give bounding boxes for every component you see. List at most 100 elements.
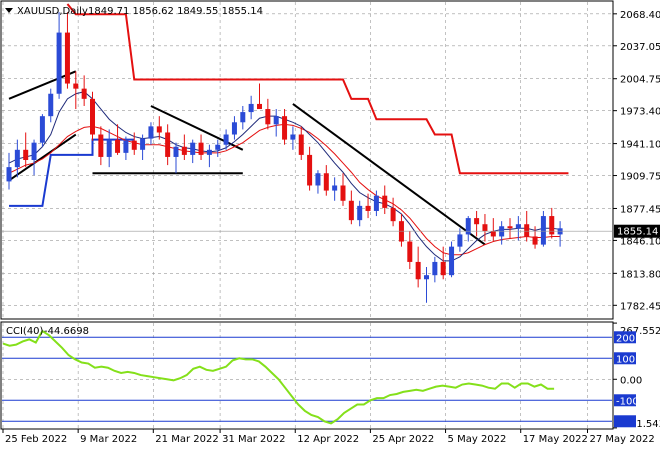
price-series (2, 3, 612, 303)
candle-body (340, 185, 346, 201)
price-pane (0, 0, 614, 320)
candle-body (282, 116, 288, 140)
candle-body (181, 146, 187, 155)
time-tick-label: 21 Mar 2022 (155, 434, 218, 445)
candle-body (332, 185, 338, 191)
time-tick-label: 25 Feb 2022 (5, 434, 67, 445)
candle-body (273, 116, 279, 125)
time-axis: 25 Feb 2022 9 Mar 2022 21 Mar 2022 31 Mar 2… (2, 429, 655, 445)
cci-value: -44.6698 (44, 326, 89, 337)
candle-body (123, 140, 129, 153)
symbol-label: XAUUSD,Daily (17, 6, 88, 17)
candle-body (115, 139, 121, 153)
candle-body (39, 116, 45, 143)
candle-body (365, 205, 371, 211)
candle-body (415, 261, 421, 280)
candle-body (390, 207, 396, 222)
candle-body (432, 261, 438, 276)
price-tick-label: 2037.05 (620, 42, 660, 53)
cci-label: CCI(40) (6, 326, 44, 337)
price-tick-label: 1782.45 (620, 301, 660, 312)
price-tick-label: 1941.10 (620, 140, 660, 151)
channel-line (9, 138, 135, 207)
candle-body (449, 246, 455, 276)
candle-body (98, 134, 104, 157)
cci-header: CCI(40) -44.6698 (6, 326, 89, 337)
candle-body (90, 98, 95, 135)
price-tick-label: 1973.40 (620, 107, 660, 118)
candle-body (290, 134, 296, 140)
candle-body (440, 261, 446, 276)
candle-body (424, 275, 429, 280)
candle-body (131, 140, 137, 150)
time-tick-label: 17 May 2022 (523, 434, 588, 445)
candle-body (532, 236, 538, 245)
candle-body (265, 109, 271, 125)
candle-body (549, 216, 555, 235)
time-tick-label: 12 Apr 2022 (297, 434, 359, 445)
cci-line (2, 329, 555, 425)
candle-body (298, 134, 304, 155)
cci-grid (2, 323, 612, 428)
cci-tick-label: -231.5432 (620, 419, 660, 430)
trendline[interactable] (8, 133, 77, 182)
candle-body (257, 103, 262, 110)
trendline[interactable] (292, 103, 486, 246)
price-tick-label: 1846.10 (620, 236, 660, 247)
cci-level-box (614, 394, 636, 407)
candle-body (240, 112, 246, 123)
cci-level-box (614, 331, 636, 344)
collapse-triangle-icon[interactable] (5, 8, 13, 13)
cci-tick-label: 100 (616, 354, 635, 365)
candle-body (223, 134, 229, 145)
price-tick-label: 2004.75 (620, 75, 660, 86)
cci-series (2, 329, 555, 425)
candle-body (465, 218, 471, 235)
candle-body (23, 149, 29, 160)
candle-body (524, 224, 530, 237)
candle-body (515, 224, 521, 229)
time-tick-label: 25 Apr 2022 (372, 434, 434, 445)
candle-body (81, 88, 87, 99)
trendline[interactable] (8, 70, 77, 100)
price-axis: 2068.40 2037.05 2004.75 1973.40 1941.10 1909.… (613, 10, 660, 312)
chart-header: XAUUSD,Daily 1849.71 1856.62 1849.55 185… (5, 6, 263, 17)
candle-body (323, 173, 329, 191)
candle-body (173, 146, 179, 157)
candle-body (315, 173, 321, 186)
cci-axis: 267.5525200 100 0.00 -100 -231.5432 (613, 322, 660, 430)
candle-body (106, 139, 112, 157)
candle-body (198, 142, 204, 155)
candle-body (382, 195, 388, 208)
candle-body (474, 218, 480, 225)
candle-body (215, 144, 221, 150)
candle-body (165, 132, 171, 157)
candle-body (206, 149, 212, 155)
cci-tick-label: -100 (616, 396, 639, 407)
candle-body (540, 216, 546, 245)
candle-body (457, 234, 463, 247)
cci-tick-label: 0.00 (620, 375, 642, 386)
candle-body (307, 154, 313, 186)
candle-body (490, 231, 496, 237)
candle-body (407, 241, 413, 262)
time-tick-label: 5 May 2022 (448, 434, 507, 445)
time-tick-label: 27 May 2022 (590, 434, 655, 445)
price-tick-label: 1813.80 (620, 269, 660, 280)
candle-body (190, 142, 196, 155)
ohlc-values: 1849.71 1856.62 1849.55 1855.14 (88, 6, 263, 17)
candle-body (348, 200, 354, 221)
candle-body (507, 226, 513, 229)
candle-body (231, 122, 237, 135)
current-price-label: 1855.14 (617, 227, 658, 238)
price-tick-label: 1909.75 (620, 172, 660, 183)
candle-body (248, 103, 254, 113)
cci-tick-label: 267.5525 (620, 326, 660, 337)
candle-body (148, 126, 154, 139)
candle-body (357, 205, 363, 221)
cci-level-box (614, 415, 636, 428)
candle-body (14, 149, 20, 168)
price-tick-label: 1877.45 (620, 204, 660, 215)
candle-body (482, 224, 488, 232)
